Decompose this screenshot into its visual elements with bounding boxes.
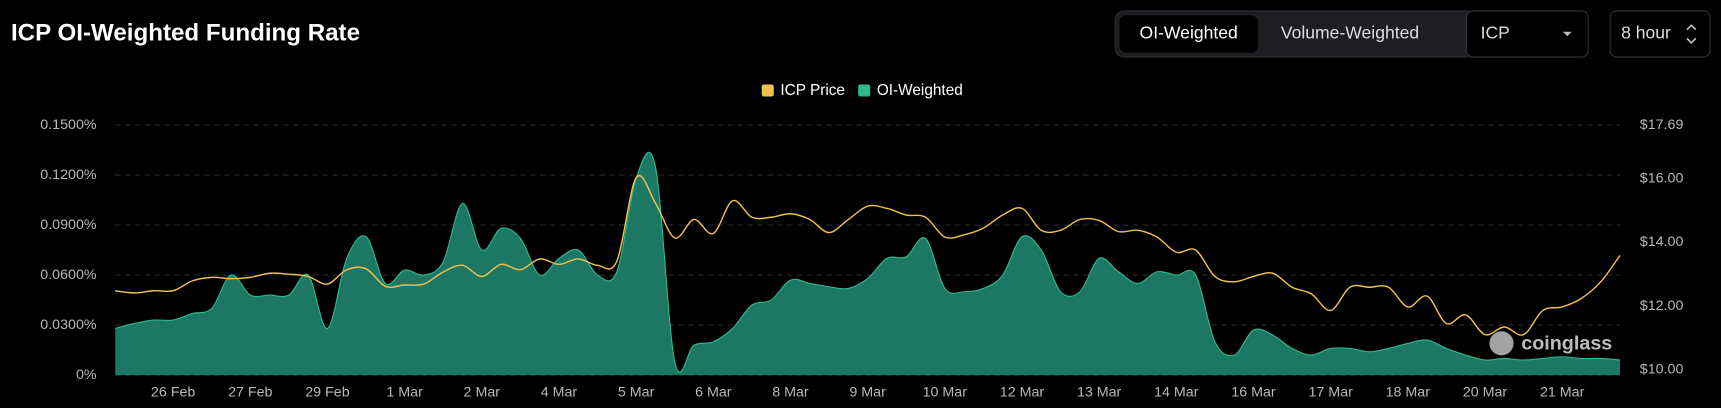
x-tick-label: 4 Mar [541, 384, 578, 400]
y2-tick-label: $14.00 [1640, 234, 1684, 250]
watermark-logo [1489, 331, 1514, 356]
x-tick-label: 20 Mar [1463, 384, 1508, 400]
interval-select[interactable] [1609, 10, 1711, 58]
x-tick-label: 10 Mar [923, 384, 968, 400]
y2-tick-label: $10.00 [1640, 361, 1684, 377]
y-tick-label: 0.0900% [40, 217, 97, 233]
x-tick-label: 12 Mar [1000, 384, 1045, 400]
x-tick-label: 16 Mar [1231, 384, 1276, 400]
legend-label: ICP Price [780, 82, 845, 99]
symbol-value: ICP [1481, 23, 1510, 43]
legend-swatch [761, 84, 774, 97]
x-tick-label: 29 Feb [305, 384, 349, 400]
x-tick-label: 14 Mar [1154, 384, 1199, 400]
y-tick-label: 0.0600% [40, 267, 97, 283]
x-tick-label: 13 Mar [1077, 384, 1122, 400]
x-tick-label: 27 Feb [228, 384, 272, 400]
x-tick-label: 6 Mar [695, 384, 732, 400]
x-tick-label: 18 Mar [1386, 384, 1431, 400]
legend-swatch [858, 84, 871, 97]
toggle-active[interactable] [1119, 15, 1258, 53]
x-tick-label: 17 Mar [1308, 384, 1353, 400]
y-tick-label: 0.0300% [40, 317, 97, 333]
x-tick-label: 9 Mar [849, 384, 886, 400]
x-tick-label: 5 Mar [618, 384, 655, 400]
legend-label: OI-Weighted [877, 82, 963, 99]
x-tick-label: 21 Mar [1540, 384, 1585, 400]
interval-value: 8 hour [1621, 23, 1671, 43]
dropdown-arrow [1562, 31, 1572, 37]
y2-tick-label: $12.00 [1640, 298, 1684, 314]
y-tick-label: 0.1500% [40, 117, 97, 133]
watermark: coinglass [1521, 333, 1612, 355]
funding-area [115, 152, 1621, 376]
funding-line [115, 151, 1621, 373]
y2-tick-label: $17.69 [1640, 117, 1684, 133]
y2-tick-label: $16.00 [1640, 171, 1684, 187]
plot: 0% 0.0300% 0.0600% 0.0900% 0.1200% 0.1500% $10… [40, 82, 1683, 400]
stepper-arrow [1686, 24, 1697, 44]
price-line [115, 174, 1621, 336]
y-tick-label: 0% [76, 367, 97, 383]
x-tick-label: 2 Mar [464, 384, 501, 400]
x-tick-label: 1 Mar [386, 384, 423, 400]
y-tick-label: 0.1200% [40, 167, 97, 183]
toggle-button[interactable]: OI-Weighted [1140, 23, 1238, 43]
symbol-select[interactable] [1465, 10, 1589, 58]
toggle-button[interactable]: Volume-Weighted [1281, 23, 1419, 43]
page-title: ICP OI-Weighted Funding Rate [11, 19, 360, 46]
x-tick-label: 8 Mar [772, 384, 809, 400]
x-tick-label: 26 Feb [151, 384, 195, 400]
